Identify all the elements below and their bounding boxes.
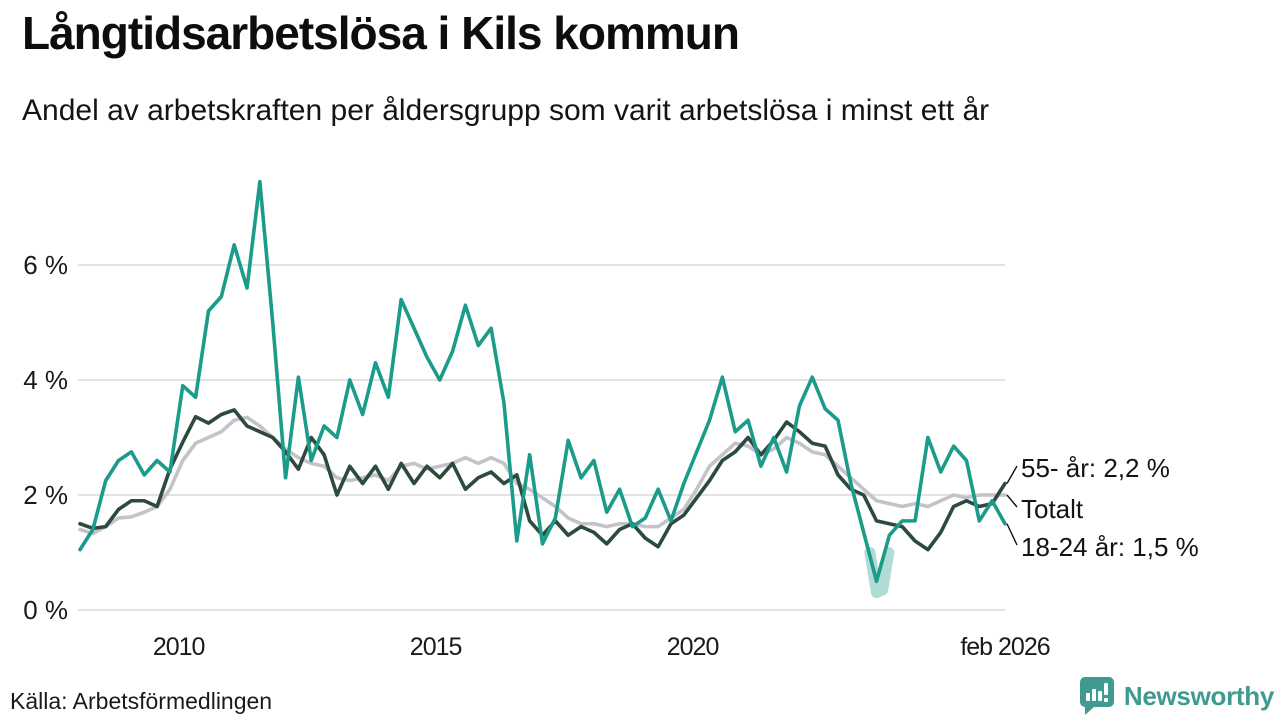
newsworthy-wordmark: Newsworthy <box>1123 680 1274 711</box>
series-line-18-24r <box>78 179 1007 584</box>
page-subtitle: Andel av arbetskraften per åldersgrupp s… <box>22 94 990 127</box>
newsworthy-chart-bubble-icon <box>1079 677 1114 715</box>
line-label-55: 55- år: 2,2 % <box>1021 453 1170 483</box>
y-axis-tick-label: 6 % <box>23 250 68 280</box>
y-axis-tick-label: 4 % <box>23 365 68 395</box>
y-axis-tick-label: 2 % <box>23 480 68 510</box>
x-axis-tick-label: feb 2026 <box>960 633 1049 661</box>
newsworthy-logo[interactable]: Newsworthy <box>1079 676 1274 716</box>
x-axis-tick-label: 2020 <box>667 633 719 661</box>
annotation-connector <box>1006 494 1018 508</box>
annotation-connector <box>1006 465 1018 484</box>
y-axis-tick-label: 0 % <box>23 595 68 625</box>
line-label-totalt: Totalt <box>1021 494 1084 524</box>
series-line-totalt <box>78 415 1007 536</box>
line-label-18-24: 18-24 år: 1,5 % <box>1021 532 1199 562</box>
annotation-connector <box>1006 523 1018 546</box>
x-axis-tick-label: 2010 <box>153 633 205 661</box>
source-note: Källa: Arbetsförmedlingen <box>10 688 273 714</box>
series-line-55-r <box>78 408 1007 552</box>
x-axis-tick-label: 2015 <box>410 633 462 661</box>
page-title: Långtidsarbetslösa i Kils kommun <box>22 7 740 59</box>
